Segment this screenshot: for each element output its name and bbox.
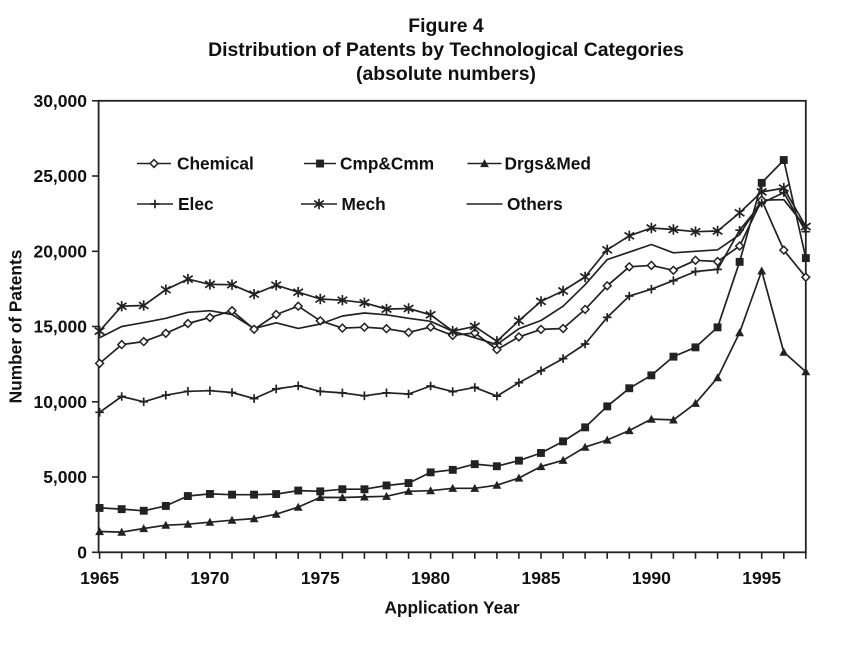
svg-text:1975: 1975 (301, 568, 340, 588)
svg-text:1965: 1965 (80, 568, 119, 588)
svg-text:(absolute numbers): (absolute numbers) (356, 63, 536, 85)
svg-text:1980: 1980 (411, 568, 450, 588)
svg-text:1970: 1970 (190, 568, 229, 588)
svg-text:30,000: 30,000 (33, 91, 87, 111)
svg-text:1990: 1990 (632, 568, 671, 588)
svg-text:1995: 1995 (742, 568, 781, 588)
svg-text:Chemical: Chemical (177, 154, 254, 174)
svg-text:Mech: Mech (342, 194, 386, 214)
svg-text:Others: Others (507, 194, 563, 214)
svg-text:Number of Patents: Number of Patents (6, 250, 26, 404)
svg-text:Distribution of Patents by Tec: Distribution of Patents by Technological… (208, 39, 684, 61)
svg-text:5,000: 5,000 (43, 467, 87, 487)
svg-text:Drgs&Med: Drgs&Med (505, 154, 591, 174)
svg-text:Elec: Elec (178, 194, 214, 214)
svg-text:Cmp&Cmm: Cmp&Cmm (340, 154, 434, 174)
svg-text:25,000: 25,000 (33, 166, 87, 186)
svg-text:Application Year: Application Year (384, 598, 519, 618)
svg-text:0: 0 (77, 543, 87, 563)
svg-text:10,000: 10,000 (33, 392, 87, 412)
svg-text:1985: 1985 (522, 568, 561, 588)
svg-text:Figure 4: Figure 4 (408, 15, 484, 37)
svg-text:20,000: 20,000 (33, 242, 87, 262)
svg-text:15,000: 15,000 (33, 317, 87, 337)
